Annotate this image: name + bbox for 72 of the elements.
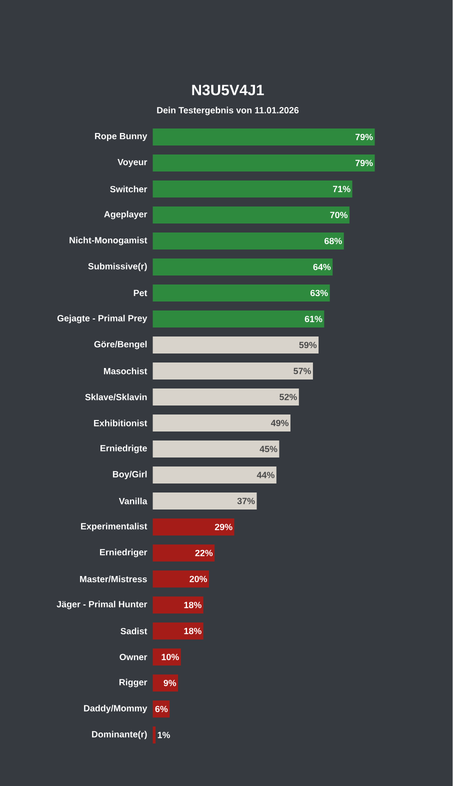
- y-tick-label: Daddy/Mommy: [84, 704, 148, 714]
- bar: [152, 128, 375, 146]
- data-label: 45%: [260, 446, 278, 452]
- data-label: 18%: [184, 602, 202, 608]
- data-label: 6%: [155, 706, 168, 712]
- bar: [152, 414, 291, 432]
- bar: [152, 310, 324, 328]
- y-tick-label: Nicht-Monogamist: [70, 236, 148, 246]
- data-label: 61%: [304, 316, 322, 322]
- y-tick-label: Erniedrigte: [100, 444, 148, 454]
- bar: [152, 180, 352, 198]
- y-tick-label: Göre/Bengel: [94, 340, 147, 350]
- y-tick-label: Submissive(r): [88, 262, 147, 272]
- bar: [152, 206, 350, 224]
- y-tick-label: Switcher: [110, 186, 148, 192]
- y-tick-label: Rope Bunny: [95, 132, 148, 142]
- bar: [152, 518, 234, 536]
- data-label: 59%: [299, 342, 317, 348]
- bar: [152, 570, 210, 588]
- data-label: 10%: [162, 654, 180, 660]
- bar: [152, 388, 299, 406]
- data-label: 22%: [195, 550, 213, 556]
- bar: [152, 336, 319, 354]
- y-tick-label: Boy/Girl: [113, 470, 147, 480]
- data-label: 57%: [294, 368, 312, 374]
- y-tick-label: Owner: [120, 654, 148, 660]
- y-tick-label: Sklave/Sklavin: [85, 394, 147, 400]
- bar: [152, 362, 314, 380]
- bar: [152, 674, 178, 692]
- data-label: 1%: [158, 732, 170, 738]
- data-label: 37%: [237, 498, 255, 504]
- bar: [152, 284, 330, 302]
- y-tick-label: Dominante(r): [92, 730, 147, 740]
- y-tick-label: Sadist: [120, 628, 148, 634]
- y-tick-label: Ageplayer: [104, 210, 148, 220]
- data-label: 52%: [280, 394, 298, 400]
- y-tick-label: Exhibitionist: [94, 420, 148, 426]
- bar: [152, 258, 333, 276]
- y-tick-label: Master/Mistress: [80, 576, 147, 582]
- y-tick-label: Masochist: [104, 368, 148, 374]
- y-tick-label: Pet: [134, 290, 148, 296]
- bar: [152, 648, 181, 666]
- y-tick-label: Erniedriger: [100, 548, 148, 558]
- y-tick-label: Experimentalist: [81, 522, 148, 532]
- data-label: 29%: [215, 524, 232, 530]
- bar: [152, 492, 257, 510]
- data-label: 18%: [184, 628, 202, 634]
- data-label: 9%: [164, 680, 176, 686]
- data-label: 49%: [271, 420, 289, 426]
- bar: [152, 544, 215, 562]
- y-tick-label: Gejagte - Primal Prey: [58, 314, 148, 324]
- data-label: 20%: [190, 576, 208, 582]
- data-label: 64%: [313, 264, 331, 270]
- bar: [152, 596, 204, 614]
- bar: [152, 622, 204, 640]
- data-label: 79%: [356, 160, 373, 166]
- y-tick-label: Vanilla: [119, 498, 148, 504]
- chart-title: N3U5V4J1: [192, 84, 264, 96]
- data-label: 44%: [257, 472, 275, 478]
- chart-subtitle: Dein Testergebnis von 11.01.2026: [157, 106, 299, 116]
- data-label: 68%: [324, 238, 342, 244]
- bar: [152, 440, 280, 458]
- bar: [152, 154, 375, 172]
- y-tick-label: Jäger - Primal Hunter: [56, 600, 148, 610]
- y-tick-label: Voyeur: [118, 158, 148, 168]
- data-label: 79%: [356, 134, 373, 140]
- data-label: 71%: [333, 186, 350, 192]
- data-label: 70%: [330, 212, 348, 218]
- bar: [152, 232, 344, 250]
- bar: [152, 466, 277, 484]
- data-label: 63%: [310, 290, 328, 296]
- y-tick-label: Rigger: [120, 678, 148, 688]
